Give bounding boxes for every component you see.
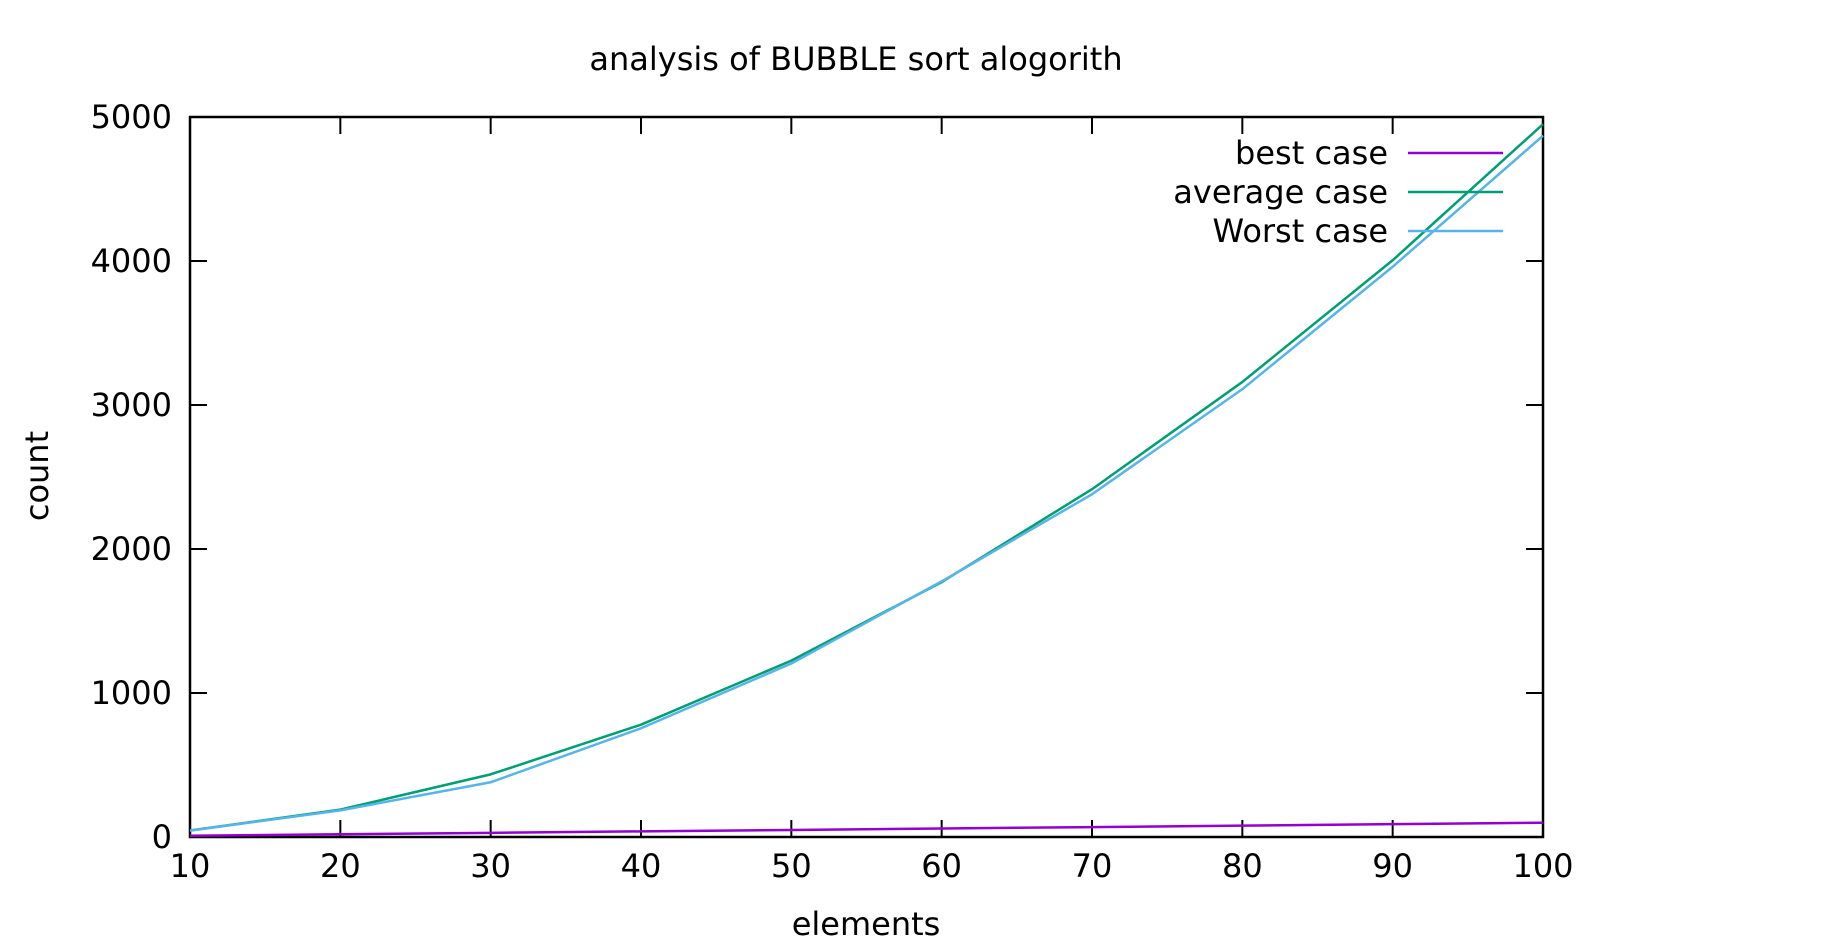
x-tick-label: 40	[621, 847, 662, 885]
y-tick-label: 1000	[91, 674, 172, 712]
y-tick-label: 5000	[91, 98, 172, 136]
y-tick-label: 0	[152, 818, 172, 856]
legend-label: Worst case	[1213, 212, 1388, 250]
plot-area: 10 20 30 40 50 60 70 80 90 1000100020003000400050…	[91, 98, 1574, 885]
y-axis-label: count	[18, 431, 56, 521]
series-line-worst-case	[189, 134, 1544, 832]
x-tick-label: 100	[1512, 847, 1573, 885]
y-tick-label: 2000	[91, 530, 172, 568]
x-tick-label: 30	[470, 847, 511, 885]
y-tick-label: 4000	[91, 242, 172, 280]
x-axis-label: elements	[792, 905, 941, 943]
x-tick-label: 20	[320, 847, 361, 885]
chart-title: analysis of BUBBLE sort alogorith	[589, 40, 1122, 78]
x-tick-label: 60	[921, 847, 962, 885]
legend-label: best case	[1235, 134, 1388, 172]
y-tick-label: 3000	[91, 386, 172, 424]
x-tick-label: 70	[1072, 847, 1113, 885]
plot-frame	[188, 115, 1545, 839]
x-tick-label: 90	[1372, 847, 1413, 885]
x-tick-label: 50	[771, 847, 812, 885]
x-tick-label: 10	[170, 847, 211, 885]
series-line-best-case	[189, 821, 1544, 837]
legend-label: average case	[1173, 173, 1388, 211]
x-tick-label: 80	[1222, 847, 1263, 885]
